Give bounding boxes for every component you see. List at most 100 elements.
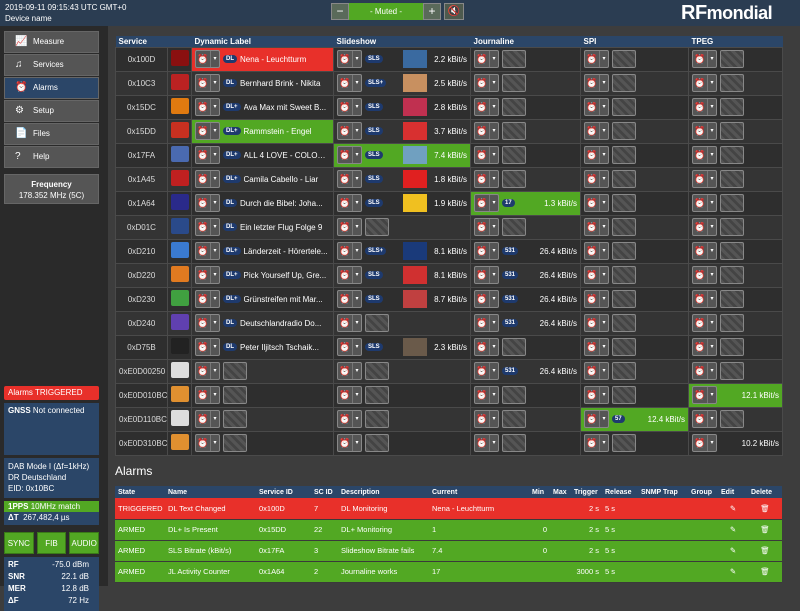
slideshow-alarm-control[interactable]: ⏰ ▾ [337, 170, 362, 188]
slideshow-disabled-control[interactable] [365, 386, 389, 404]
dynamic-label-alarm-control[interactable]: ⏰ ▾ [195, 218, 220, 236]
edit-pencil-icon[interactable]: ✎ [729, 546, 737, 555]
delete-trash-icon[interactable]: 🗑 [760, 525, 770, 534]
tpeg-disabled-control[interactable] [720, 122, 744, 140]
slideshow-alarm-control[interactable]: ⏰ ▾ [337, 218, 362, 236]
spi-disabled-control[interactable] [612, 362, 636, 380]
tpeg-disabled-control[interactable] [720, 218, 744, 236]
tpeg-alarm-control[interactable]: ⏰ ▾ [692, 74, 717, 92]
spi-disabled-control[interactable] [612, 170, 636, 188]
spi-disabled-control[interactable] [612, 266, 636, 284]
tpeg-alarm-control[interactable]: ⏰ ▾ [692, 266, 717, 284]
tpeg-disabled-control[interactable] [720, 50, 744, 68]
dynamic-label-alarm-control[interactable]: ⏰ ▾ [195, 338, 220, 356]
tpeg-alarm-control[interactable]: ⏰ ▾ [692, 146, 717, 164]
spi-disabled-control[interactable] [612, 194, 636, 212]
slideshow-alarm-control[interactable]: ⏰ ▾ [337, 146, 362, 164]
edit-pencil-icon[interactable]: ✎ [729, 503, 737, 513]
tpeg-disabled-control[interactable] [720, 146, 744, 164]
tpeg-disabled-control[interactable] [720, 74, 744, 92]
spi-alarm-control[interactable]: ⏰ ▾ [584, 122, 609, 140]
slideshow-disabled-control[interactable] [365, 434, 389, 452]
sync-button[interactable]: SYNC [4, 532, 34, 554]
dynamic-label-alarm-control[interactable]: ⏰ ▾ [195, 146, 220, 164]
dynamic-label-alarm-control[interactable]: ⏰ ▾ [195, 362, 220, 380]
delete-trash-icon[interactable]: 🗑 [760, 546, 770, 555]
dynamic-label-alarm-control[interactable]: ⏰ ▾ [195, 98, 220, 116]
tpeg-alarm-control[interactable]: ⏰ ▾ [692, 434, 717, 452]
edit-pencil-icon[interactable]: ✎ [729, 567, 737, 576]
journaline-alarm-control[interactable]: ⏰ ▾ [474, 74, 499, 92]
tpeg-disabled-control[interactable] [720, 98, 744, 116]
tpeg-alarm-control[interactable]: ⏰ ▾ [692, 386, 717, 404]
journaline-alarm-control[interactable]: ⏰ ▾ [474, 314, 499, 332]
journaline-alarm-control[interactable]: ⏰ ▾ [474, 242, 499, 260]
audio-button[interactable]: AUDIO [69, 532, 100, 554]
spi-alarm-control[interactable]: ⏰ ▾ [584, 170, 609, 188]
tpeg-disabled-control[interactable] [720, 314, 744, 332]
journaline-alarm-control[interactable]: ⏰ ▾ [474, 194, 499, 212]
alarm-row[interactable]: TRIGGERED DL Text Changed 0x100D 7 DL Monito… [115, 498, 782, 520]
tpeg-alarm-control[interactable]: ⏰ ▾ [692, 50, 717, 68]
spi-disabled-control[interactable] [612, 218, 636, 236]
spi-disabled-control[interactable] [612, 146, 636, 164]
spi-disabled-control[interactable] [612, 50, 636, 68]
slideshow-alarm-control[interactable]: ⏰ ▾ [337, 242, 362, 260]
spi-alarm-control[interactable]: ⏰ ▾ [584, 98, 609, 116]
tpeg-alarm-control[interactable]: ⏰ ▾ [692, 362, 717, 380]
journaline-disabled-control[interactable] [502, 146, 526, 164]
tpeg-alarm-control[interactable]: ⏰ ▾ [692, 218, 717, 236]
dynamic-label-alarm-control[interactable]: ⏰ ▾ [195, 266, 220, 284]
tpeg-alarm-control[interactable]: ⏰ ▾ [692, 98, 717, 116]
tpeg-disabled-control[interactable] [720, 290, 744, 308]
journaline-alarm-control[interactable]: ⏰ ▾ [474, 434, 499, 452]
spi-disabled-control[interactable] [612, 314, 636, 332]
nav-measure[interactable]: 📈 Measure [4, 31, 99, 53]
spi-alarm-control[interactable]: ⏰ ▾ [584, 74, 609, 92]
spi-alarm-control[interactable]: ⏰ ▾ [584, 290, 609, 308]
spi-disabled-control[interactable] [612, 290, 636, 308]
dynamic-label-disabled-control[interactable] [223, 410, 247, 428]
tpeg-disabled-control[interactable] [720, 266, 744, 284]
slideshow-alarm-control[interactable]: ⏰ ▾ [337, 50, 362, 68]
journaline-alarm-control[interactable]: ⏰ ▾ [474, 386, 499, 404]
slideshow-alarm-control[interactable]: ⏰ ▾ [337, 290, 362, 308]
dynamic-label-alarm-control[interactable]: ⏰ ▾ [195, 50, 220, 68]
tpeg-alarm-control[interactable]: ⏰ ▾ [692, 122, 717, 140]
spi-alarm-control[interactable]: ⏰ ▾ [584, 266, 609, 284]
nav-help[interactable]: ? Help [4, 146, 99, 168]
delete-trash-icon[interactable]: 🗑 [760, 503, 770, 513]
tpeg-disabled-control[interactable] [720, 362, 744, 380]
tpeg-disabled-control[interactable] [720, 338, 744, 356]
dynamic-label-alarm-control[interactable]: ⏰ ▾ [195, 122, 220, 140]
spi-alarm-control[interactable]: ⏰ ▾ [584, 314, 609, 332]
journaline-alarm-control[interactable]: ⏰ ▾ [474, 146, 499, 164]
slideshow-alarm-control[interactable]: ⏰ ▾ [337, 362, 362, 380]
alarm-row[interactable]: ARMED SLS Bitrate (kBit/s) 0x17FA 3 Slidesho… [115, 540, 782, 562]
journaline-alarm-control[interactable]: ⏰ ▾ [474, 266, 499, 284]
spi-alarm-control[interactable]: ⏰ ▾ [584, 146, 609, 164]
journaline-alarm-control[interactable]: ⏰ ▾ [474, 338, 499, 356]
tpeg-disabled-control[interactable] [720, 170, 744, 188]
tpeg-alarm-control[interactable]: ⏰ ▾ [692, 410, 717, 428]
journaline-disabled-control[interactable] [502, 122, 526, 140]
edit-pencil-icon[interactable]: ✎ [729, 525, 737, 534]
spi-disabled-control[interactable] [612, 434, 636, 452]
slideshow-disabled-control[interactable] [365, 362, 389, 380]
journaline-alarm-control[interactable]: ⏰ ▾ [474, 170, 499, 188]
spi-disabled-control[interactable] [612, 122, 636, 140]
slideshow-alarm-control[interactable]: ⏰ ▾ [337, 338, 362, 356]
tpeg-alarm-control[interactable]: ⏰ ▾ [692, 242, 717, 260]
dynamic-label-alarm-control[interactable]: ⏰ ▾ [195, 194, 220, 212]
tpeg-alarm-control[interactable]: ⏰ ▾ [692, 338, 717, 356]
journaline-alarm-control[interactable]: ⏰ ▾ [474, 410, 499, 428]
slideshow-disabled-control[interactable] [365, 218, 389, 236]
journaline-alarm-control[interactable]: ⏰ ▾ [474, 122, 499, 140]
slideshow-alarm-control[interactable]: ⏰ ▾ [337, 410, 362, 428]
slideshow-alarm-control[interactable]: ⏰ ▾ [337, 194, 362, 212]
spi-alarm-control[interactable]: ⏰ ▾ [584, 338, 609, 356]
journaline-disabled-control[interactable] [502, 50, 526, 68]
tpeg-alarm-control[interactable]: ⏰ ▾ [692, 314, 717, 332]
spi-disabled-control[interactable] [612, 386, 636, 404]
tpeg-disabled-control[interactable] [720, 410, 744, 428]
